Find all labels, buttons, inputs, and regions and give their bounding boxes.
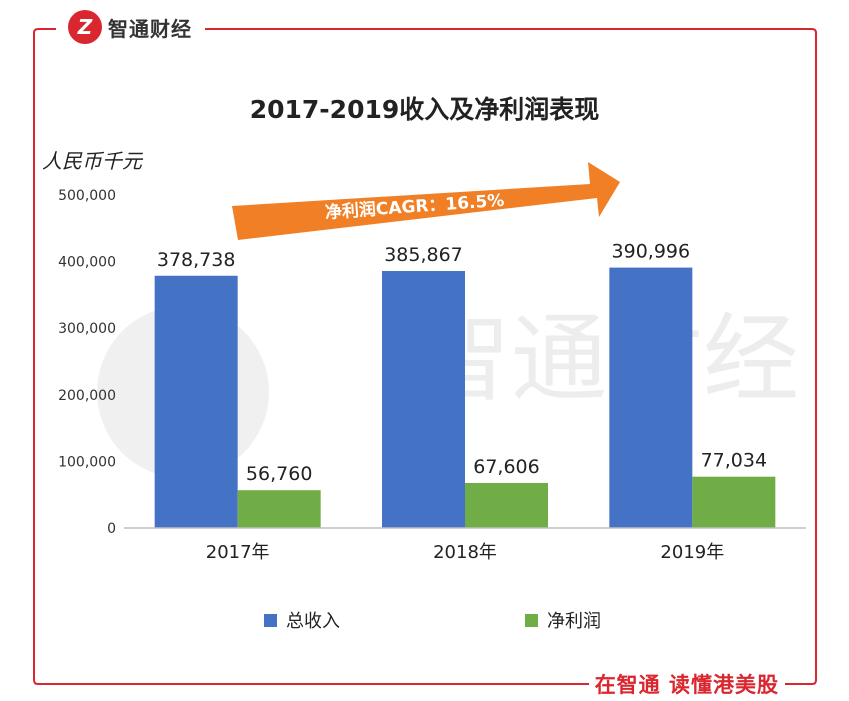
bar-revenue [154,275,238,528]
bar-net-profit [237,490,321,528]
bar-value-label: 77,034 [701,450,767,472]
x-tick-label: 2017年 [206,542,270,563]
y-tick-label: 200,000 [58,388,116,404]
bar-net-profit [465,482,548,528]
chart-title: 2017-2019收入及净利润表现 [249,95,600,124]
y-tick-label: 500,000 [58,188,116,204]
bar-revenue [609,267,693,528]
x-tick-label: 2018年 [433,542,497,563]
bar-revenue [382,271,465,528]
watermark-text: 智通财经 [415,303,799,415]
cagr-arrow: 净利润CAGR：16.5% [232,162,620,240]
brand-name: 智通财经 [108,17,192,41]
brand-logo-icon [68,10,102,44]
bar-net-profit [692,476,776,528]
y-tick-label: 300,000 [58,321,116,337]
legend-swatch [264,614,277,627]
bar-value-label: 56,760 [246,463,312,485]
brand-logo-letter: Z [77,15,93,39]
footer-slogan: 在智通 读懂港美股 [588,669,785,699]
bar-value-label: 385,867 [384,244,463,266]
legend-label: 净利润 [547,611,601,632]
cagr-arrow-shape [232,162,620,240]
y-tick-label: 100,000 [58,454,116,470]
y-axis-unit-label: 人民币千元 [42,149,142,173]
bar-value-label: 390,996 [612,241,691,263]
bar-value-label: 67,606 [473,456,539,478]
legend-swatch [525,614,538,627]
legend-label: 总收入 [286,611,340,632]
y-tick-label: 400,000 [58,255,116,271]
bar-value-label: 378,738 [157,249,236,271]
y-tick-label: 0 [107,521,116,537]
x-tick-label: 2019年 [660,542,724,563]
